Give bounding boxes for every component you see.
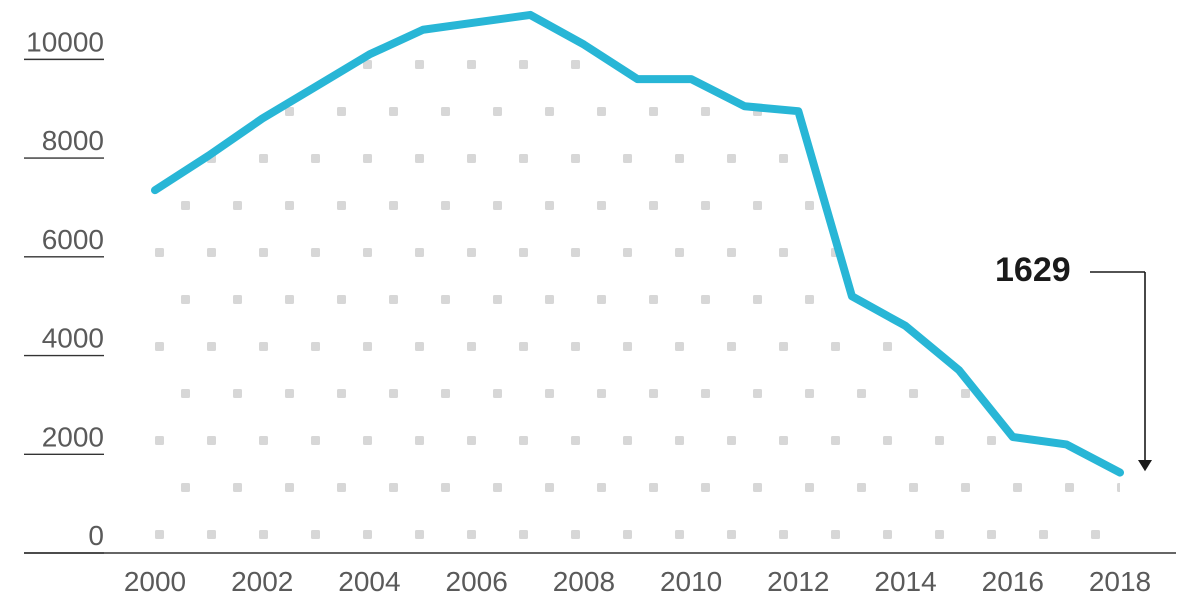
x-tick-label: 2004 (338, 566, 400, 597)
x-tick-label: 2008 (553, 566, 615, 597)
y-tick-label: 4000 (42, 323, 104, 354)
y-tick-label: 0 (88, 520, 104, 551)
y-tick-label: 6000 (42, 224, 104, 255)
x-tick-label: 2016 (982, 566, 1044, 597)
x-tick-label: 2018 (1089, 566, 1151, 597)
callout-value: 1629 (995, 251, 1071, 289)
x-tick-label: 2010 (660, 566, 722, 597)
y-tick-label: 8000 (42, 125, 104, 156)
y-tick-label: 2000 (42, 421, 104, 452)
x-tick-label: 2002 (231, 566, 293, 597)
line-chart: 0 2000 4000 6000 8000 10000 2000 2002 2004 2006 20… (0, 0, 1200, 613)
x-tick-label: 2014 (874, 566, 936, 597)
x-tick-label: 2000 (124, 566, 186, 597)
x-tick-label: 2012 (767, 566, 829, 597)
x-tick-label: 2006 (446, 566, 508, 597)
y-tick-label: 10000 (26, 26, 104, 57)
chart-svg: 0 2000 4000 6000 8000 10000 2000 2002 2004 2006 20… (0, 0, 1200, 613)
